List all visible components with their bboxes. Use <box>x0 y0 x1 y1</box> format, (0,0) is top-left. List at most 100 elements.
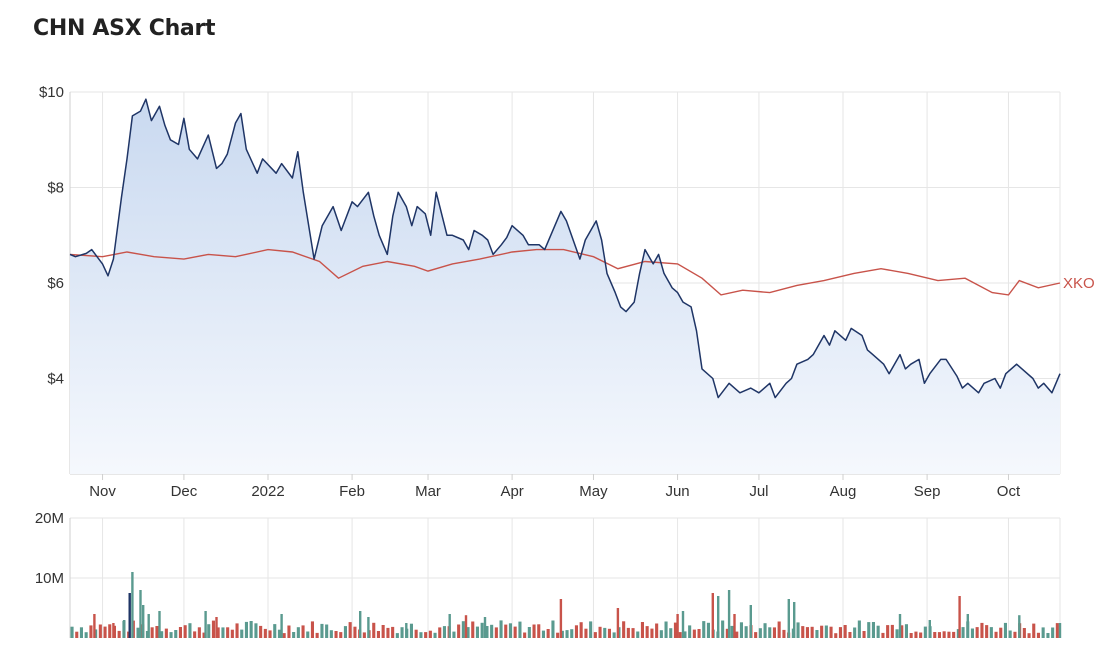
volume-bar <box>942 631 946 638</box>
volume-bar <box>645 626 649 638</box>
volume-bar <box>1058 623 1062 638</box>
volume-bar <box>204 611 207 638</box>
volume-bar <box>235 623 239 638</box>
volume-bar <box>376 631 380 638</box>
volume-bar <box>793 602 796 638</box>
volume-bar <box>89 625 93 638</box>
volume-bar <box>956 629 960 638</box>
volume-bar <box>499 620 503 638</box>
volume-bar <box>221 627 225 638</box>
volume-bar <box>824 625 828 638</box>
volume-bar <box>546 629 550 638</box>
volume-bar <box>958 596 961 638</box>
volume-bar <box>494 627 498 638</box>
volume-y-tick-label: 20M <box>35 510 64 527</box>
volume-bar <box>898 614 902 638</box>
volume-bar <box>131 572 134 638</box>
volume-bar <box>676 614 679 638</box>
volume-bar <box>504 624 508 638</box>
volume-bar <box>1027 633 1031 638</box>
volume-bar <box>1051 627 1055 638</box>
volume-bar <box>386 627 390 638</box>
volume-bar <box>834 633 838 638</box>
volume-bar <box>815 630 819 638</box>
volume-bar <box>457 624 461 638</box>
volume-bar <box>857 620 861 638</box>
volume-bar <box>343 626 347 638</box>
volume-bar <box>1008 630 1012 638</box>
volume-bar <box>103 626 107 638</box>
volume-bar <box>1013 631 1017 638</box>
volume-bar <box>139 590 142 638</box>
volume-bar <box>79 627 83 638</box>
volume-bar <box>980 622 984 638</box>
volume-bar <box>391 626 395 638</box>
volume-bar <box>287 625 291 638</box>
volume-bar <box>867 622 871 638</box>
x-tick-label: Jun <box>665 483 689 500</box>
volume-bar <box>244 621 248 638</box>
volume-bar <box>537 624 541 638</box>
volume-bar <box>405 623 408 638</box>
volume-bar <box>733 614 736 638</box>
volume-bar <box>886 625 890 638</box>
volume-bar <box>631 628 635 638</box>
volume-bar <box>881 632 885 638</box>
volume-bar <box>215 617 218 638</box>
volume-bar <box>147 614 150 638</box>
volume-bar <box>466 627 470 638</box>
volume-bar <box>475 626 479 638</box>
volume-bar <box>820 625 824 638</box>
volume-bar <box>711 593 714 638</box>
volume-bar <box>94 629 98 638</box>
volume-bar <box>622 621 626 638</box>
volume-bar <box>749 605 752 638</box>
volume-bar <box>989 627 993 638</box>
volume-bar <box>966 614 969 638</box>
volume-bar <box>367 617 370 638</box>
volume-bar <box>452 631 456 638</box>
volume-bar <box>560 630 564 638</box>
volume-bar <box>268 630 272 638</box>
volume-bar <box>570 629 574 638</box>
volume-bar <box>862 631 866 638</box>
volume-bar <box>763 623 767 638</box>
volume-bar <box>448 614 451 638</box>
x-tick-label: Nov <box>89 483 116 500</box>
volume-bar <box>188 623 192 638</box>
volume-bar <box>325 624 329 638</box>
volume-bar <box>301 625 305 638</box>
volume-bar <box>598 626 602 638</box>
x-tick-label: Dec <box>171 483 198 500</box>
volume-bar <box>142 605 145 638</box>
volume-bar <box>353 626 357 638</box>
volume-bar <box>900 625 904 638</box>
volume-bar <box>933 632 937 638</box>
volume-bar <box>117 630 121 638</box>
volume-bar <box>480 622 484 638</box>
volume-bar <box>681 611 685 638</box>
volume-bar <box>1036 632 1040 638</box>
volume-bar <box>994 631 998 638</box>
volume-bar <box>937 632 941 638</box>
volume-bar <box>292 632 296 638</box>
volume-bar <box>123 620 126 638</box>
price-area: XKO <box>69 98 1095 474</box>
volume-bar <box>93 614 96 638</box>
volume-bar <box>164 628 168 638</box>
volume-bar <box>518 621 522 638</box>
volume-bar <box>664 621 668 638</box>
volume-bar <box>768 627 772 638</box>
x-tick-label: Aug <box>830 483 857 500</box>
volume-bar <box>890 624 894 638</box>
volume-bar <box>717 596 720 638</box>
volume-bar <box>207 624 211 638</box>
volume-bar <box>464 615 468 638</box>
volume-bar <box>612 632 616 638</box>
volume-bar <box>895 629 899 638</box>
volume-bar <box>532 624 536 638</box>
volume-bar <box>485 626 489 638</box>
volume-grid <box>69 517 1061 638</box>
volume-bar <box>556 632 560 638</box>
volume-bar <box>909 633 913 638</box>
